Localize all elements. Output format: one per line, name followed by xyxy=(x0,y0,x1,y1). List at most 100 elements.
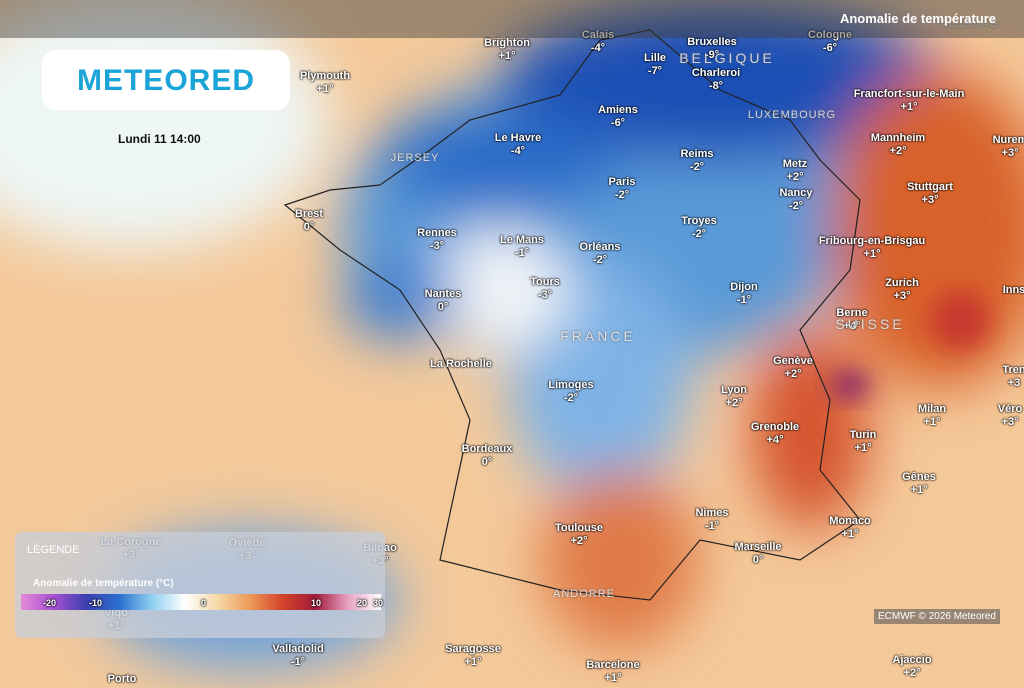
city-name: Bruxelles xyxy=(687,36,737,48)
city-value: -2° xyxy=(788,200,804,212)
city-name: Calais xyxy=(581,29,615,41)
city-value: -2° xyxy=(614,189,630,201)
city-name: Plymouth xyxy=(299,70,351,82)
city-name: Cologne xyxy=(808,29,852,41)
city-value: +3° xyxy=(921,194,939,206)
city-name: Le Mans xyxy=(499,234,545,246)
city-value: +2° xyxy=(889,145,907,157)
legend-tick: 20 xyxy=(357,598,368,608)
legend-tick: -10 xyxy=(89,598,103,608)
city-name: Zurich xyxy=(885,277,919,289)
legend-tick: 0 xyxy=(201,598,207,608)
country-label: BELGIQUE xyxy=(679,50,775,66)
city-name: Turin xyxy=(849,429,877,441)
city-value: +3° xyxy=(1001,416,1019,428)
city-value: -2° xyxy=(689,161,705,173)
city-value: +1° xyxy=(498,50,516,62)
city-value: +1° xyxy=(923,416,941,428)
header-title: Anomalie de température xyxy=(839,11,996,26)
city-value: -4° xyxy=(590,42,606,54)
city-value: +4° xyxy=(843,320,861,332)
city-name: Limoges xyxy=(548,379,594,391)
city-name: Lyon xyxy=(721,384,747,396)
city-value: -4° xyxy=(510,145,526,157)
city-value: +2° xyxy=(784,368,802,380)
city-name: Reims xyxy=(680,148,714,160)
city-name: Inns xyxy=(1002,284,1024,296)
city-value: +3° xyxy=(893,290,911,302)
city-value: +3° xyxy=(1001,147,1019,159)
color-scale xyxy=(21,594,381,610)
city-value: -2° xyxy=(563,392,579,404)
country-label: ANDORRE xyxy=(552,588,616,600)
city-name: Marseille xyxy=(734,541,782,553)
city-name: Valladolid xyxy=(272,643,324,655)
city-name: Barcelone xyxy=(586,659,640,671)
city-value: +1° xyxy=(910,484,928,496)
legend-title: LÉGENDE xyxy=(27,544,80,556)
city-name: Véro xyxy=(997,403,1023,415)
city-name: Rennes xyxy=(417,227,457,239)
credit: ECMWF © 2026 Meteored xyxy=(874,609,1000,624)
city-name: Stuttgart xyxy=(907,181,953,193)
city-value: +3 xyxy=(1007,377,1021,389)
city-name: Saragosse xyxy=(445,643,501,655)
city-name: Gênes xyxy=(902,471,936,483)
city-name: Dijon xyxy=(730,281,758,293)
city-value: 0° xyxy=(437,301,449,313)
city-name: Fribourg-en-Brisgau xyxy=(818,235,926,247)
city-name: Toulouse xyxy=(554,522,604,534)
top-bar: Anomalie de température xyxy=(0,0,1024,38)
city-name: Monaco xyxy=(829,515,871,527)
city-value: +1° xyxy=(841,528,859,540)
city-name: Orléans xyxy=(579,241,621,253)
city-value: +1° xyxy=(863,248,881,260)
city-name: Brighton xyxy=(484,37,530,49)
city-name: Francfort-sur-le-Main xyxy=(853,88,965,100)
city-value: +2° xyxy=(786,171,804,183)
city-value: +4° xyxy=(766,434,784,446)
city-value: -3° xyxy=(429,240,445,252)
city-value: -9° xyxy=(704,49,720,61)
country-label: FRANCE xyxy=(560,328,636,344)
city-value: -1° xyxy=(514,247,530,259)
city-name: Genève xyxy=(773,355,813,367)
city-name: Grenoble xyxy=(750,421,800,433)
city-value: +1° xyxy=(900,101,918,113)
city-value: -1° xyxy=(736,294,752,306)
legend-subtitle: Anomalie de température (°C) xyxy=(33,578,174,589)
logo-text: METEORED xyxy=(76,64,255,97)
city-value: -2° xyxy=(592,254,608,266)
city-value: +2° xyxy=(903,667,921,679)
city-value: -1° xyxy=(704,520,720,532)
legend-tick: -20 xyxy=(43,598,57,608)
city-name: Paris xyxy=(608,176,636,188)
city-name: Porto xyxy=(107,673,137,685)
city-name: Mannheim xyxy=(870,132,926,144)
city-name: Milan xyxy=(917,403,947,415)
city-value: 0° xyxy=(752,554,764,566)
city-name: Bordeaux xyxy=(461,443,513,455)
legend[interactable]: LÉGENDE Anomalie de température (°C) -20… xyxy=(15,532,385,638)
city-value: +2° xyxy=(725,397,743,409)
legend-tick: 30 xyxy=(373,598,384,608)
city-name: Nimes xyxy=(695,507,729,519)
city-name: Tours xyxy=(530,276,560,288)
date: Lundi 11 14:00 xyxy=(118,132,201,146)
country-label: JERSEY xyxy=(390,152,440,164)
legend-tick: 10 xyxy=(311,598,322,608)
city-value: 0° xyxy=(481,456,493,468)
logo[interactable]: METEORED xyxy=(42,50,290,110)
city-value: -6° xyxy=(610,117,626,129)
city-name: Amiens xyxy=(598,104,638,116)
city-name: Troyes xyxy=(681,215,717,227)
city-name: Ajaccio xyxy=(892,654,932,666)
city-value: -6° xyxy=(822,42,838,54)
city-value: -2° xyxy=(691,228,707,240)
city-name: Lille xyxy=(643,52,667,64)
city-name: La Rochelle xyxy=(430,358,492,370)
city-name: Nurem xyxy=(992,134,1024,146)
city-name: Charleroi xyxy=(691,67,741,79)
city-value: -1° xyxy=(290,656,306,668)
city-name: Berne xyxy=(836,307,868,319)
